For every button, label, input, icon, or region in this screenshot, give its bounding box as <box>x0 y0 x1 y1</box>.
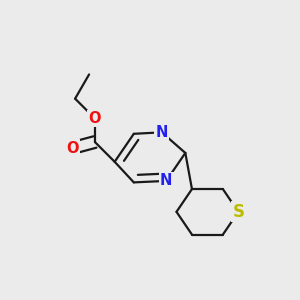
Text: N: N <box>160 173 172 188</box>
Text: S: S <box>232 203 244 221</box>
Text: O: O <box>66 141 78 156</box>
Text: O: O <box>88 111 101 126</box>
Text: N: N <box>156 125 168 140</box>
